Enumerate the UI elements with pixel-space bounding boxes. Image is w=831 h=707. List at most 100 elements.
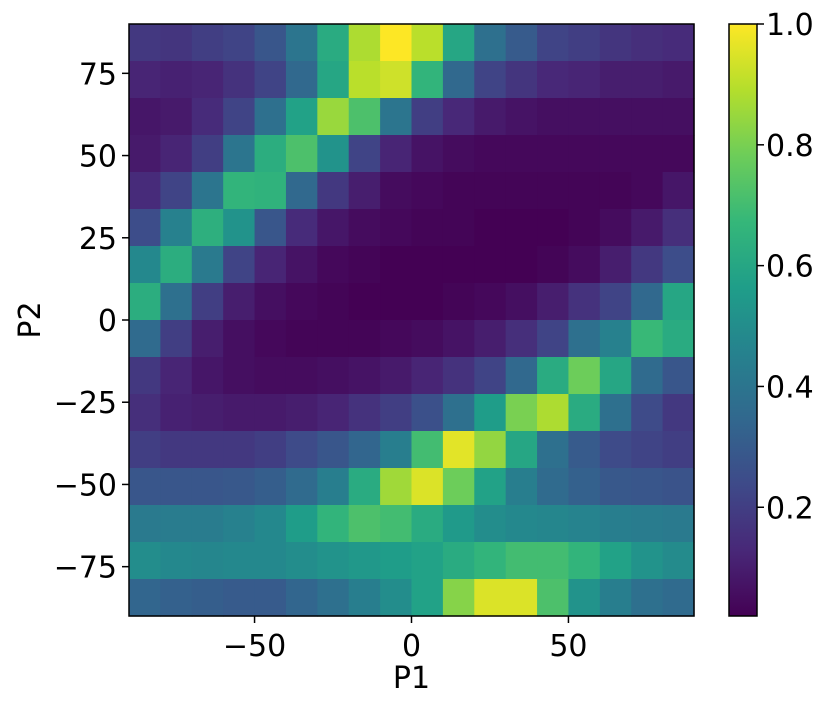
heatmap-cell (160, 135, 193, 173)
heatmap-cell (223, 357, 256, 395)
heatmap-cell (442, 283, 475, 321)
heatmap-cell (474, 172, 507, 210)
x-tick-label: −50 (223, 629, 286, 664)
heatmap-cell (662, 209, 695, 247)
heatmap-cell (160, 172, 193, 210)
heatmap-cell (568, 431, 601, 469)
colorbar-tick-label: 0.2 (766, 491, 814, 526)
heatmap-cell (160, 98, 193, 136)
heatmap-cell (223, 209, 256, 247)
heatmap-cell (662, 320, 695, 358)
y-axis-ticks: 75 50 25 0 −25 −50 −75 (54, 57, 129, 586)
heatmap-cell (254, 246, 287, 284)
heatmap-cell (662, 394, 695, 432)
heatmap-cell (537, 135, 570, 173)
heatmap-cell (285, 505, 318, 543)
heatmap-cell (348, 98, 381, 136)
heatmap-cell (505, 24, 538, 62)
heatmap-cell (380, 172, 413, 210)
heatmap-cell (474, 209, 507, 247)
heatmap-cell (223, 468, 256, 506)
heatmap-cell (442, 357, 475, 395)
heatmap-cell (662, 579, 695, 617)
heatmap-cell (505, 246, 538, 284)
heatmap-cell (568, 172, 601, 210)
heatmap-cell (348, 172, 381, 210)
heatmap-cell (348, 135, 381, 173)
heatmap-cell (285, 320, 318, 358)
heatmap-cell (442, 246, 475, 284)
heatmap-cell (411, 468, 444, 506)
heatmap-cell (411, 98, 444, 136)
heatmap-cell (160, 431, 193, 469)
heatmap-cell (474, 283, 507, 321)
heatmap-cell (631, 431, 664, 469)
heatmap-cell (285, 209, 318, 247)
heatmap-cell (568, 320, 601, 358)
heatmap-cell (599, 246, 632, 284)
heatmap-cell (568, 579, 601, 617)
heatmap-cell (317, 24, 350, 62)
heatmap-cell (505, 394, 538, 432)
heatmap-cell (254, 283, 287, 321)
heatmap-cell (380, 283, 413, 321)
heatmap-cell (191, 394, 224, 432)
heatmap-cell (599, 468, 632, 506)
x-axis-ticks: −50 0 50 (223, 616, 588, 664)
heatmap-cell (285, 283, 318, 321)
heatmap-cell (474, 98, 507, 136)
heatmap-cell (317, 579, 350, 617)
heatmap-cell (348, 24, 381, 62)
y-tick-label: −75 (54, 551, 117, 586)
heatmap-cell (191, 246, 224, 284)
heatmap-cell (317, 98, 350, 136)
heatmap-cell (129, 505, 161, 543)
heatmap-cell (223, 283, 256, 321)
y-tick-label: −50 (54, 468, 117, 503)
colorbar-tick-label: 0.6 (766, 250, 814, 285)
heatmap-cell (191, 61, 224, 99)
heatmap-cell (537, 209, 570, 247)
y-tick-label: 75 (79, 57, 117, 92)
heatmap-cell (317, 61, 350, 99)
heatmap-cell (223, 394, 256, 432)
heatmap-cell (505, 320, 538, 358)
heatmap-cell (254, 320, 287, 358)
heatmap-cell (537, 320, 570, 358)
heatmap-cell (474, 468, 507, 506)
heatmap-cell (662, 357, 695, 395)
heatmap-cell (160, 209, 193, 247)
heatmap-cell (380, 579, 413, 617)
heatmap-cell (442, 394, 475, 432)
colorbar-tick-label: 1.0 (766, 8, 814, 43)
heatmap-cell (223, 172, 256, 210)
heatmap-cell (160, 357, 193, 395)
heatmap-cell (599, 542, 632, 580)
colorbar-tick-label: 0.8 (766, 129, 814, 164)
heatmap-cell (599, 357, 632, 395)
heatmap-cell (474, 505, 507, 543)
heatmap-cell (223, 579, 256, 617)
heatmap-cell (254, 98, 287, 136)
heatmap-cell (568, 24, 601, 62)
heatmap-cell (411, 394, 444, 432)
heatmap-cell (505, 209, 538, 247)
heatmap-cell (348, 246, 381, 284)
heatmap-cell (411, 505, 444, 543)
heatmap-cell (474, 579, 507, 617)
heatmap-cell (442, 61, 475, 99)
y-tick-label: 25 (79, 222, 117, 257)
heatmap-cell (129, 283, 161, 321)
heatmap-cell (537, 468, 570, 506)
heatmap-cell (537, 61, 570, 99)
heatmap-cell (411, 579, 444, 617)
heatmap-cell (631, 209, 664, 247)
heatmap-cell (599, 283, 632, 321)
heatmap-cell (411, 209, 444, 247)
heatmap-cell (191, 579, 224, 617)
heatmap-cell (568, 98, 601, 136)
heatmap-cell (505, 172, 538, 210)
heatmap-cell (505, 61, 538, 99)
heatmap-cell (599, 98, 632, 136)
heatmap-cell (129, 172, 161, 210)
